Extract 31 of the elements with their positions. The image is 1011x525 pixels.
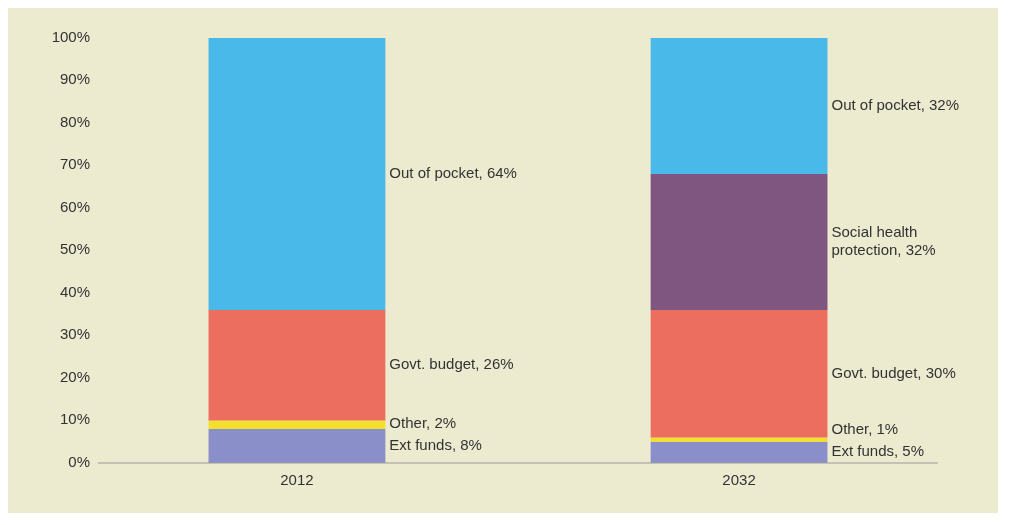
text: Ext funds, 5%	[831, 442, 925, 460]
x-tick-label: 2012	[280, 471, 314, 488]
text: Other, 1%	[831, 420, 899, 438]
bar	[650, 437, 828, 442]
bar	[208, 38, 386, 310]
y-tick-label: 60%	[59, 197, 90, 215]
y-tick-label: 50%	[59, 240, 90, 258]
text: Govt. budget, 30%	[831, 363, 956, 381]
bar	[208, 420, 386, 429]
text: Out of pocket, 32%	[831, 95, 960, 113]
y-tick-label: 30%	[59, 325, 90, 343]
y-tick-label: 10%	[59, 410, 90, 428]
y-tick-label: 90%	[59, 70, 90, 88]
y-tick-label: 20%	[59, 367, 90, 385]
y-tick-label: 100%	[51, 27, 90, 45]
bar	[650, 174, 828, 310]
bar	[208, 310, 386, 421]
bar	[650, 38, 828, 174]
text: Ext funds, 8%	[389, 435, 482, 453]
bar	[208, 429, 386, 463]
bar	[650, 310, 828, 438]
y-tick-label: 0%	[68, 452, 90, 470]
y-tick-label: 70%	[59, 155, 90, 173]
text: Social health protection, 32%	[831, 222, 936, 258]
bar	[650, 441, 828, 463]
x-tick-label: 2032	[722, 471, 756, 488]
text: Govt. budget, 26%	[389, 355, 514, 373]
y-tick-label: 40%	[59, 282, 90, 300]
text: Other, 2%	[389, 413, 457, 431]
y-tick-label: 80%	[59, 112, 90, 130]
text: Out of pocket, 64%	[389, 163, 517, 181]
